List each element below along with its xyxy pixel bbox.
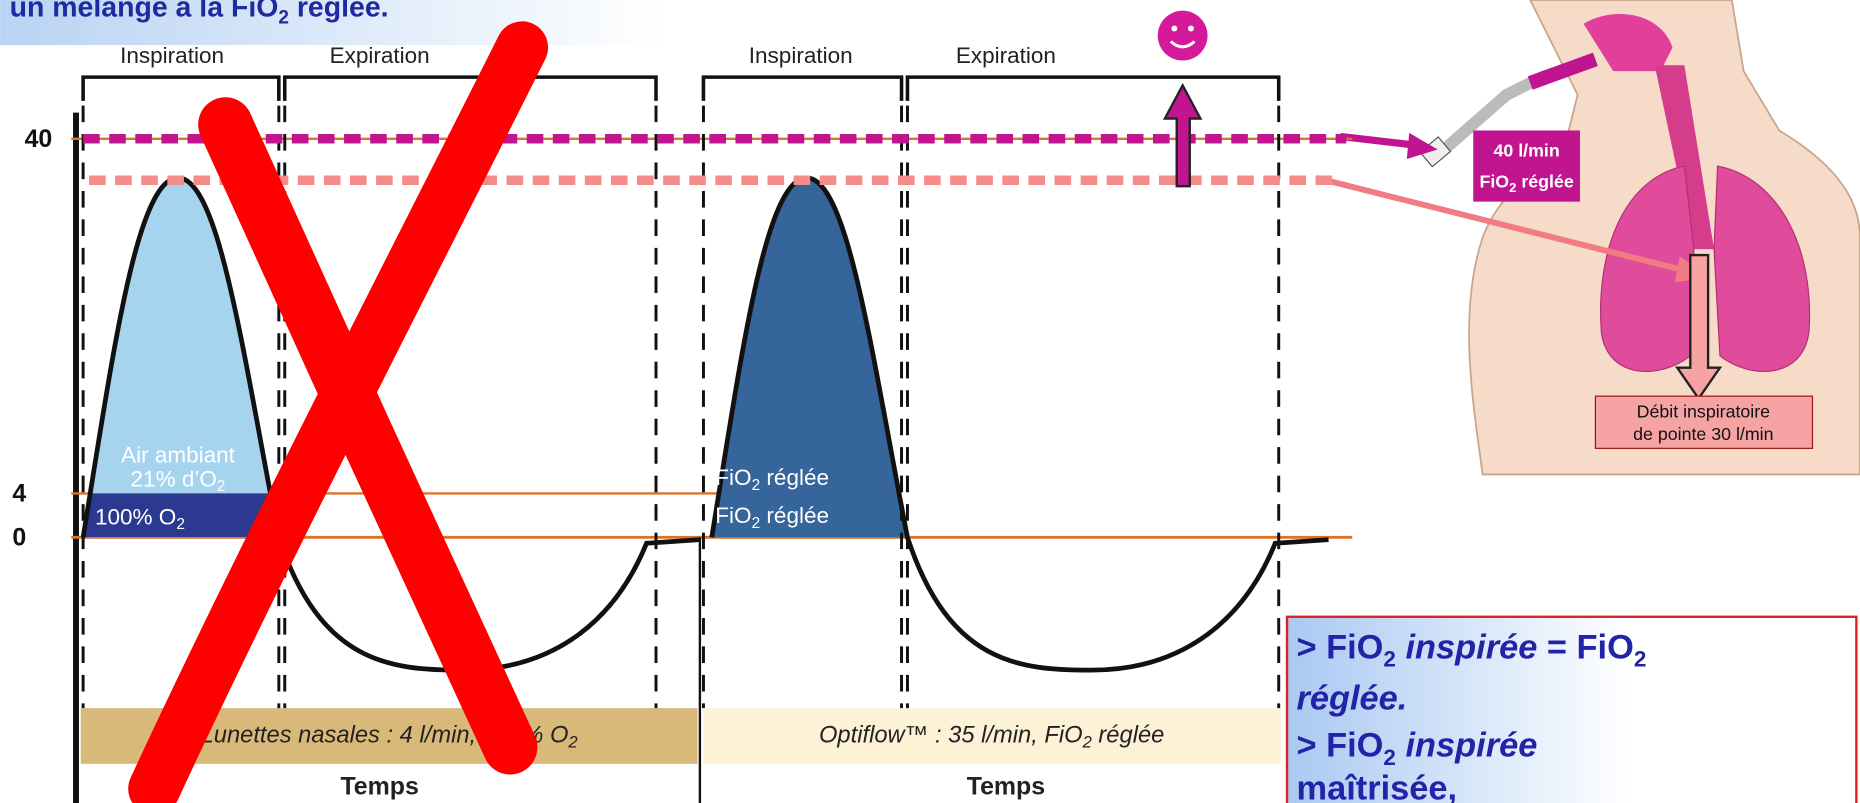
smiley [1158,11,1208,61]
callout-line: > FiO2 inspirée [1297,727,1538,770]
y-label: 4 [12,480,26,508]
y-label: 0 [12,524,26,552]
air-label: 21% d’O2 [131,466,226,495]
fio2-label: FiO2 réglée [715,503,829,532]
caption: Optiflow™ : 35 l/min, FiO2 réglée [819,723,1164,752]
peak-box-text: Débit inspiratoire [1637,402,1771,422]
slide: un mélange à la FiO2 réglée. 40 l/min Fi… [0,0,1860,803]
x-label: Temps [340,773,418,801]
peak-box-text: de pointe 30 l/min [1633,424,1773,444]
callout-line: réglée. [1297,679,1408,717]
phase-label: Expiration [330,43,430,68]
right-panel [700,178,1329,803]
callout-line: maîtrisée, [1297,769,1458,803]
air-label: Air ambiant [121,443,236,468]
flow-box-text: 40 l/min [1494,141,1560,161]
phase-label: Expiration [956,43,1056,68]
phase-label: Inspiration [749,43,853,68]
x-label: Temps [967,773,1045,801]
callout-line: > FiO2 inspirée = FiO2 [1297,628,1647,671]
y-label: 40 [25,125,53,153]
phase-label: Inspiration [120,43,224,68]
oxygen-label: 100% O2 [95,504,185,533]
fio2-label: FiO2 réglée [715,465,829,494]
